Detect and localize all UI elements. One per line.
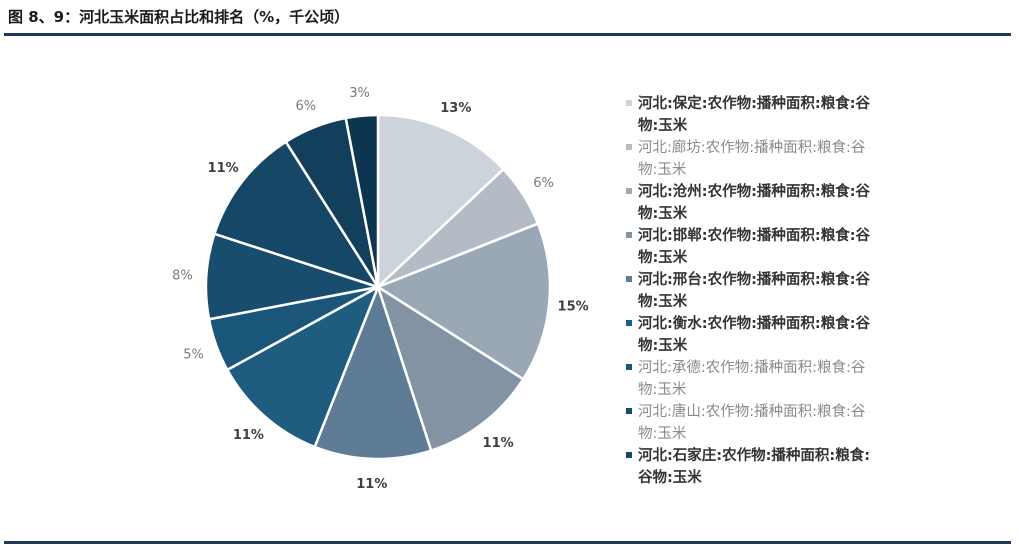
legend-label: 河北:石家庄:农作物:播种面积:粮食:谷物:玉米 [638,448,870,486]
data-label-5: 11% [356,477,387,492]
legend-swatch-icon [626,232,632,238]
pie-data-labels: 13% 6% 15% 11% 11% 11% 5% 8% 11% 6% 3% [172,86,589,492]
data-label-8: 8% [172,269,193,284]
top-divider [4,33,1011,36]
legend-item-8: 河北:唐山:农作物:播种面积:粮食:谷物:玉米 [626,401,876,445]
legend-item-2: 河北:廊坊:农作物:播种面积:粮食:谷物:玉米 [626,137,876,181]
pie-slice-5 [313,283,433,461]
legend-label: 河北:沧州:农作物:播种面积:粮食:谷物:玉米 [638,184,870,222]
data-label-3: 15% [558,299,589,314]
data-label-10: 6% [295,99,316,114]
legend-swatch-icon [626,188,632,194]
legend-swatch-icon [626,452,632,458]
legend-label: 河北:邯郸:农作物:播种面积:粮食:谷物:玉米 [638,228,870,266]
legend-label: 河北:保定:农作物:播种面积:粮食:谷物:玉米 [638,96,870,134]
pie-slice-3 [375,222,552,381]
legend-item-1: 河北:保定:农作物:播种面积:粮食:谷物:玉米 [626,93,876,137]
legend-item-6: 河北:衡水:农作物:播种面积:粮食:谷物:玉米 [626,313,876,357]
legend-label: 河北:唐山:农作物:播种面积:粮食:谷物:玉米 [638,404,866,442]
legend-item-7: 河北:承德:农作物:播种面积:粮食:谷物:玉米 [626,357,876,401]
chart-legend: 河北:保定:农作物:播种面积:粮食:谷物:玉米 河北:廊坊:农作物:播种面积:粮食… [626,93,876,489]
legend-swatch-icon [626,408,632,414]
data-label-4: 11% [483,436,514,451]
data-label-7: 5% [183,347,204,362]
legend-item-9: 河北:石家庄:农作物:播种面积:粮食:谷物:玉米 [626,445,876,489]
data-label-11: 3% [349,86,370,101]
pie-slice-6 [225,284,381,449]
data-label-6: 11% [233,428,264,443]
legend-item-4: 河北:邯郸:农作物:播种面积:粮食:谷物:玉米 [626,225,876,269]
data-label-9: 11% [208,161,239,176]
bottom-divider [4,541,1011,544]
legend-label: 河北:衡水:农作物:播种面积:粮食:谷物:玉米 [638,316,870,354]
legend-swatch-icon [626,276,632,282]
data-label-1: 13% [440,101,471,116]
legend-label: 河北:邢台:农作物:播种面积:粮食:谷物:玉米 [638,272,870,310]
legend-item-3: 河北:沧州:农作物:播种面积:粮食:谷物:玉米 [626,181,876,225]
data-label-2: 6% [533,176,554,191]
legend-item-5: 河北:邢台:农作物:播种面积:粮食:谷物:玉米 [626,269,876,313]
legend-label: 河北:廊坊:农作物:播种面积:粮食:谷物:玉米 [638,140,866,178]
legend-swatch-icon [626,144,632,150]
pie-slice-9 [212,140,381,290]
legend-swatch-icon [626,364,632,370]
legend-swatch-icon [626,100,632,106]
pie-slice-4 [375,284,525,453]
legend-label: 河北:承德:农作物:播种面积:粮食:谷物:玉米 [638,360,866,398]
legend-swatch-icon [626,320,632,326]
pie-slice-11 [344,113,380,288]
pie-slice-1 [376,113,506,290]
pie-slices [204,113,552,461]
chart-title: 图 8、9：河北玉米面积占比和排名（%，千公顷） [8,8,350,26]
